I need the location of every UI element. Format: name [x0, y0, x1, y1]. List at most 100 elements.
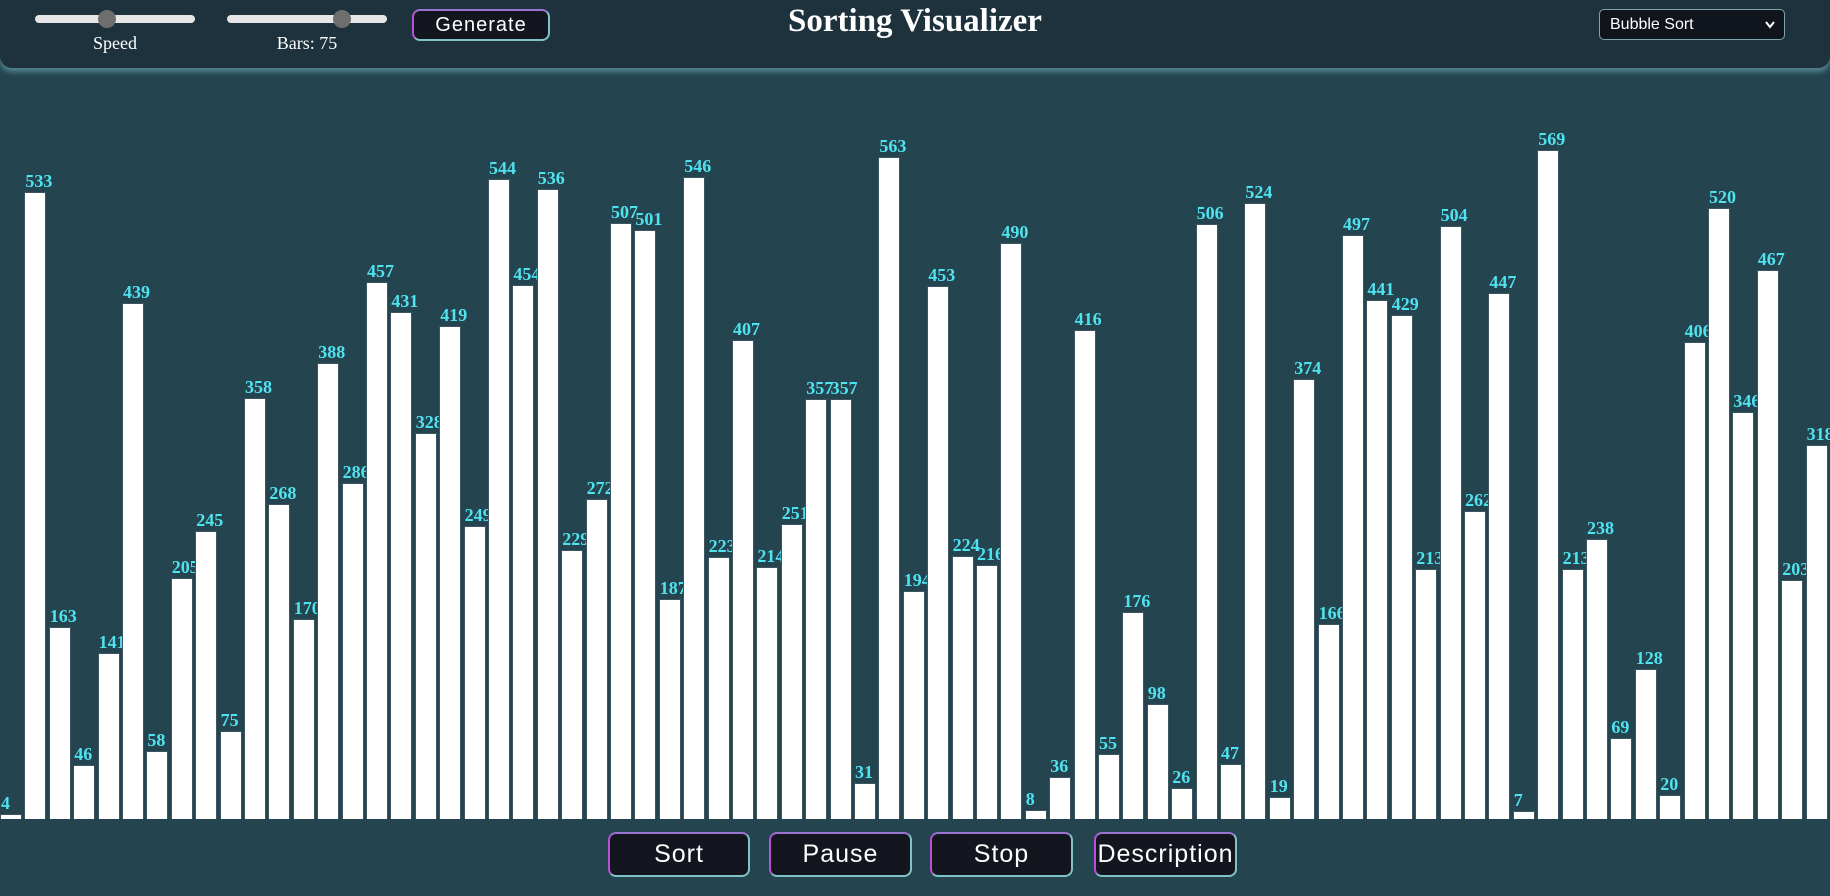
bar-value-label: 26 [1172, 767, 1191, 787]
bar [1659, 795, 1682, 819]
bar [1512, 811, 1535, 819]
bar [1073, 330, 1096, 819]
bars-count-slider-thumb[interactable] [333, 10, 352, 28]
bar-value-label: 249 [464, 505, 492, 525]
chevron-down-icon [1764, 10, 1776, 49]
bar-value-label: 7 [1513, 790, 1523, 810]
bar [1098, 754, 1120, 819]
bar-value-label: 272 [586, 478, 614, 498]
bar [1293, 379, 1316, 819]
bar-value-label: 47 [1221, 743, 1239, 763]
bar [902, 591, 925, 819]
bar-value-label: 31 [855, 762, 873, 782]
algorithm-select[interactable]: Bubble Sort [1599, 9, 1785, 40]
bar [1049, 777, 1072, 819]
bar [439, 326, 462, 819]
speed-slider[interactable] [35, 10, 195, 28]
bar-value-label: 520 [1709, 187, 1736, 207]
bar-value-label: 457 [367, 261, 394, 281]
bar [1268, 797, 1291, 819]
bar-value-label: 187 [659, 578, 687, 598]
bar [1146, 704, 1169, 819]
bar [1439, 226, 1462, 819]
bar [1537, 150, 1560, 819]
bar [0, 814, 22, 819]
algorithm-select-value: Bubble Sort [1610, 16, 1694, 33]
bar [1464, 511, 1486, 819]
bar-value-label: 546 [684, 156, 712, 176]
bars-count-slider[interactable] [227, 10, 387, 28]
bar [292, 619, 315, 819]
bar [24, 192, 47, 819]
bar-value-label: 205 [171, 557, 199, 577]
bar-value-label: 569 [1538, 129, 1566, 149]
bar-value-label: 501 [635, 209, 663, 229]
bar [1171, 788, 1194, 819]
bar [1610, 738, 1633, 819]
speed-label: Speed [93, 33, 137, 53]
bar-value-label: 286 [342, 462, 370, 482]
bar-value-label: 406 [1684, 321, 1712, 341]
bar [317, 363, 340, 819]
speed-slider-thumb[interactable] [98, 10, 116, 28]
bar-value-label: 229 [562, 529, 590, 549]
bar-value-label: 98 [1147, 683, 1166, 703]
bar-value-label: 454 [513, 264, 541, 284]
bar-value-label: 374 [1294, 358, 1322, 378]
bar-value-label: 507 [611, 202, 638, 222]
bar [146, 751, 169, 819]
bar-value-label: 55 [1099, 733, 1117, 753]
bar-value-label: 419 [440, 305, 468, 325]
bar [1366, 300, 1389, 819]
bar [463, 526, 486, 819]
bar [390, 312, 413, 819]
bar-value-label: 19 [1269, 776, 1288, 796]
bar [1122, 612, 1145, 819]
bar [1000, 243, 1023, 819]
stop-button[interactable]: Stop [930, 832, 1073, 877]
generate-button[interactable]: Generate [412, 9, 550, 41]
bars-slider-group: Bars: 75 [227, 10, 387, 54]
bar-value-label: 8 [1025, 789, 1035, 809]
bar [1634, 669, 1657, 819]
speed-slider-group: Speed [35, 10, 195, 54]
bar-value-label: 203 [1782, 559, 1810, 579]
page-title: Sorting Visualizer [788, 3, 1042, 39]
bar-value-label: 213 [1562, 548, 1590, 568]
bar [1488, 293, 1511, 819]
header-bar: Speed Bars: 75 Generate Sorting Visualiz… [0, 0, 1830, 68]
bar [854, 783, 876, 819]
bar-value-label: 346 [1733, 391, 1761, 411]
bar [878, 157, 901, 819]
bar [195, 531, 218, 819]
bar [1561, 569, 1584, 819]
bar [732, 340, 754, 819]
bar-value-label: 563 [879, 136, 907, 156]
bar [585, 499, 608, 819]
bar [1317, 624, 1340, 819]
bar [1415, 569, 1438, 819]
bar [1805, 445, 1828, 819]
pause-button[interactable]: Pause [769, 832, 912, 877]
bar-value-label: 467 [1757, 249, 1785, 269]
bar [1756, 270, 1779, 819]
bar [927, 286, 950, 819]
bar-value-label: 224 [952, 535, 980, 555]
bar-value-label: 388 [318, 342, 346, 362]
bar-value-label: 328 [415, 412, 443, 432]
bar-value-label: 490 [1001, 222, 1029, 242]
bar [1708, 208, 1730, 819]
bar [805, 399, 828, 819]
bar [1244, 203, 1267, 819]
bar-value-label: 223 [708, 536, 736, 556]
bar-value-label: 441 [1367, 279, 1395, 299]
bar-value-label: 194 [903, 570, 931, 590]
bar-value-label: 128 [1635, 648, 1663, 668]
bar-value-label: 238 [1587, 518, 1614, 538]
bar [658, 599, 681, 819]
sort-button[interactable]: Sort [608, 832, 750, 877]
bar-value-label: 357 [830, 378, 858, 398]
bar-value-label: 407 [733, 319, 760, 339]
bar [244, 398, 266, 819]
description-button[interactable]: Description [1094, 832, 1237, 877]
